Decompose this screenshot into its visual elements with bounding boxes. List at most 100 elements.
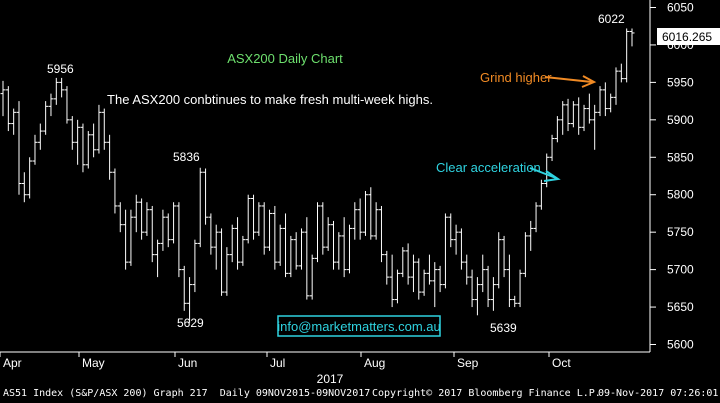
ohlc-bar (117, 202, 123, 233)
y-tick-label: 5700 (667, 263, 694, 277)
ohlc-bar (357, 198, 363, 240)
ohlc-bar (160, 209, 166, 251)
ohlc-bar (224, 247, 230, 296)
ohlc-bar (64, 86, 70, 124)
y-tick-label: 5950 (667, 75, 694, 89)
ohlc-bar (330, 220, 336, 270)
ohlc-bar (442, 213, 448, 289)
high-label-6022: 6022 (598, 12, 625, 26)
ohlc-bar (432, 262, 438, 308)
ohlc-bar (149, 205, 155, 263)
ohlc-bar (59, 77, 65, 98)
low-label-5639: 5639 (490, 321, 517, 335)
ohlc-bar (613, 67, 619, 105)
last-price-tag (657, 28, 720, 45)
ohlc-bar (261, 202, 267, 255)
ohlc-bar (37, 123, 43, 150)
ohlc-bar (27, 157, 33, 199)
ohlc-bar (187, 277, 193, 323)
ohlc-bar (448, 213, 454, 248)
ohlc-bar (538, 179, 544, 210)
y-axis: 5600565057005750580058505900595060006050 (649, 0, 694, 352)
ohlc-bar (629, 28, 635, 47)
y-tick-label: 6050 (667, 0, 694, 14)
ohlc-bar (69, 116, 75, 150)
accel-arrowhead-icon (543, 170, 561, 182)
ohlc-bar (0, 80, 6, 117)
ohlc-bar (533, 202, 539, 233)
ohlc-bar (368, 187, 374, 240)
ohlc-bar (362, 190, 368, 236)
ohlc-bar (570, 101, 576, 128)
ohlc-bars (0, 28, 635, 323)
ohlc-bar (139, 198, 145, 240)
ohlc-bar (624, 28, 630, 83)
ohlc-bar (229, 224, 235, 263)
ohlc-bar (123, 209, 129, 270)
y-tick-label: 5900 (667, 113, 694, 127)
ohlc-bar (474, 277, 480, 316)
ohlc-bar (240, 235, 246, 266)
ohlc-bar (80, 123, 86, 173)
ohlc-bar (405, 243, 411, 285)
ohlc-bar (101, 108, 107, 150)
ohlc-bar (485, 265, 491, 308)
ohlc-bar (112, 168, 118, 214)
y-tick-label: 5850 (667, 150, 694, 164)
x-tick-label: Jul (270, 356, 285, 370)
ohlc-bar (480, 254, 486, 293)
ohlc-bar (192, 239, 198, 293)
ohlc-bar (277, 224, 283, 266)
x-tick-label: Apr (3, 356, 22, 370)
ohlc-bar (586, 93, 592, 124)
ohlc-bar (16, 101, 22, 195)
accel-arrow-icon (529, 167, 557, 179)
high-label-5956: 5956 (47, 62, 74, 76)
ohlc-bar (592, 104, 598, 150)
x-tick-label: Jun (178, 356, 197, 370)
ohlc-bar (394, 269, 400, 304)
ohlc-bar (256, 202, 262, 236)
x-tick-label: Sep (457, 356, 479, 370)
chart-title: ASX200 Daily Chart (227, 51, 343, 66)
ohlc-bar (581, 104, 587, 132)
ohlc-bar (203, 168, 209, 225)
ohlc-bar (107, 134, 113, 180)
ohlc-bar (309, 254, 315, 300)
footer-copyright: Copyright© 2017 Bloomberg Finance L.P. (372, 388, 601, 399)
ohlc-bar (288, 235, 294, 278)
ohlc-bar (378, 205, 384, 263)
ohlc-bar (245, 194, 251, 244)
acceleration-annotation: Clear acceleration (436, 160, 541, 175)
ohlc-bar (528, 220, 534, 251)
ohlc-bar (85, 131, 91, 169)
ohlc-bar (437, 265, 443, 293)
ohlc-bar (490, 277, 496, 311)
ohlc-bar (352, 202, 358, 240)
ohlc-bar (219, 228, 225, 296)
ohlc-bar (299, 228, 305, 270)
ohlc-bar (501, 235, 507, 278)
grind-arrow-icon (544, 76, 593, 83)
ohlc-bar (11, 108, 17, 135)
low-label-5629: 5629 (177, 316, 204, 330)
ohlc-bar (602, 82, 608, 117)
ohlc-bar (315, 202, 320, 263)
y-tick-label: 5650 (667, 300, 694, 314)
ohlc-bar (53, 77, 59, 105)
email-link[interactable]: info@marketmatters.com.au (277, 319, 440, 334)
ohlc-bar (336, 232, 342, 270)
ohlc-bar (341, 217, 347, 278)
y-tick-label: 5800 (667, 188, 694, 202)
ohlc-bar (416, 258, 422, 300)
ohlc-bar (21, 172, 27, 203)
ohlc-bar (453, 224, 459, 255)
ohlc-bar (373, 202, 379, 240)
ohlc-bar (469, 269, 475, 308)
ohlc-bar (618, 63, 624, 83)
ohlc-bar (155, 239, 161, 278)
ohlc-bar (517, 269, 523, 308)
y-tick-label: 5750 (667, 225, 694, 239)
ohlc-bar (251, 194, 257, 240)
